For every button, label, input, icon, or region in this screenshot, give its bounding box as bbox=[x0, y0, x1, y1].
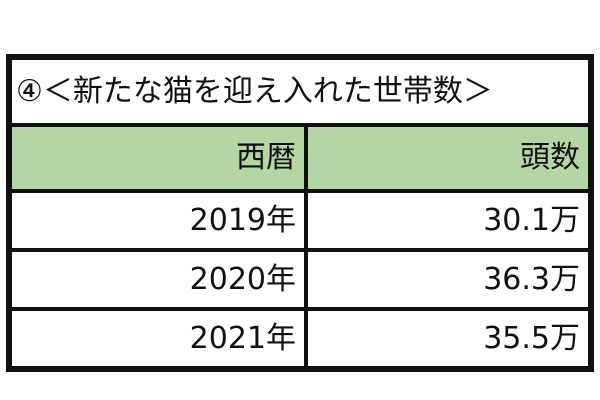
column-header-count: 頭数 bbox=[520, 140, 580, 175]
data-table: ④＜新たな猫を迎え入れた世帯数＞ 西暦 頭数 2019年 30.1万 2020年… bbox=[6, 54, 594, 372]
count-cell: 35.5万 bbox=[483, 321, 580, 356]
table-row: 2020年 36.3万 bbox=[12, 252, 588, 311]
year-cell: 2021年 bbox=[12, 311, 308, 366]
year-cell: 2020年 bbox=[12, 252, 308, 307]
table-row: 2019年 30.1万 bbox=[12, 193, 588, 252]
count-cell: 30.1万 bbox=[483, 203, 580, 238]
year-cell: 2019年 bbox=[12, 193, 308, 248]
table-row: 2021年 35.5万 bbox=[12, 311, 588, 366]
count-cell: 36.3万 bbox=[483, 262, 580, 297]
column-header-year: 西暦 bbox=[12, 127, 308, 189]
header-row: 西暦 頭数 bbox=[12, 127, 588, 193]
table-title: ④＜新たな猫を迎え入れた世帯数＞ bbox=[12, 60, 588, 127]
